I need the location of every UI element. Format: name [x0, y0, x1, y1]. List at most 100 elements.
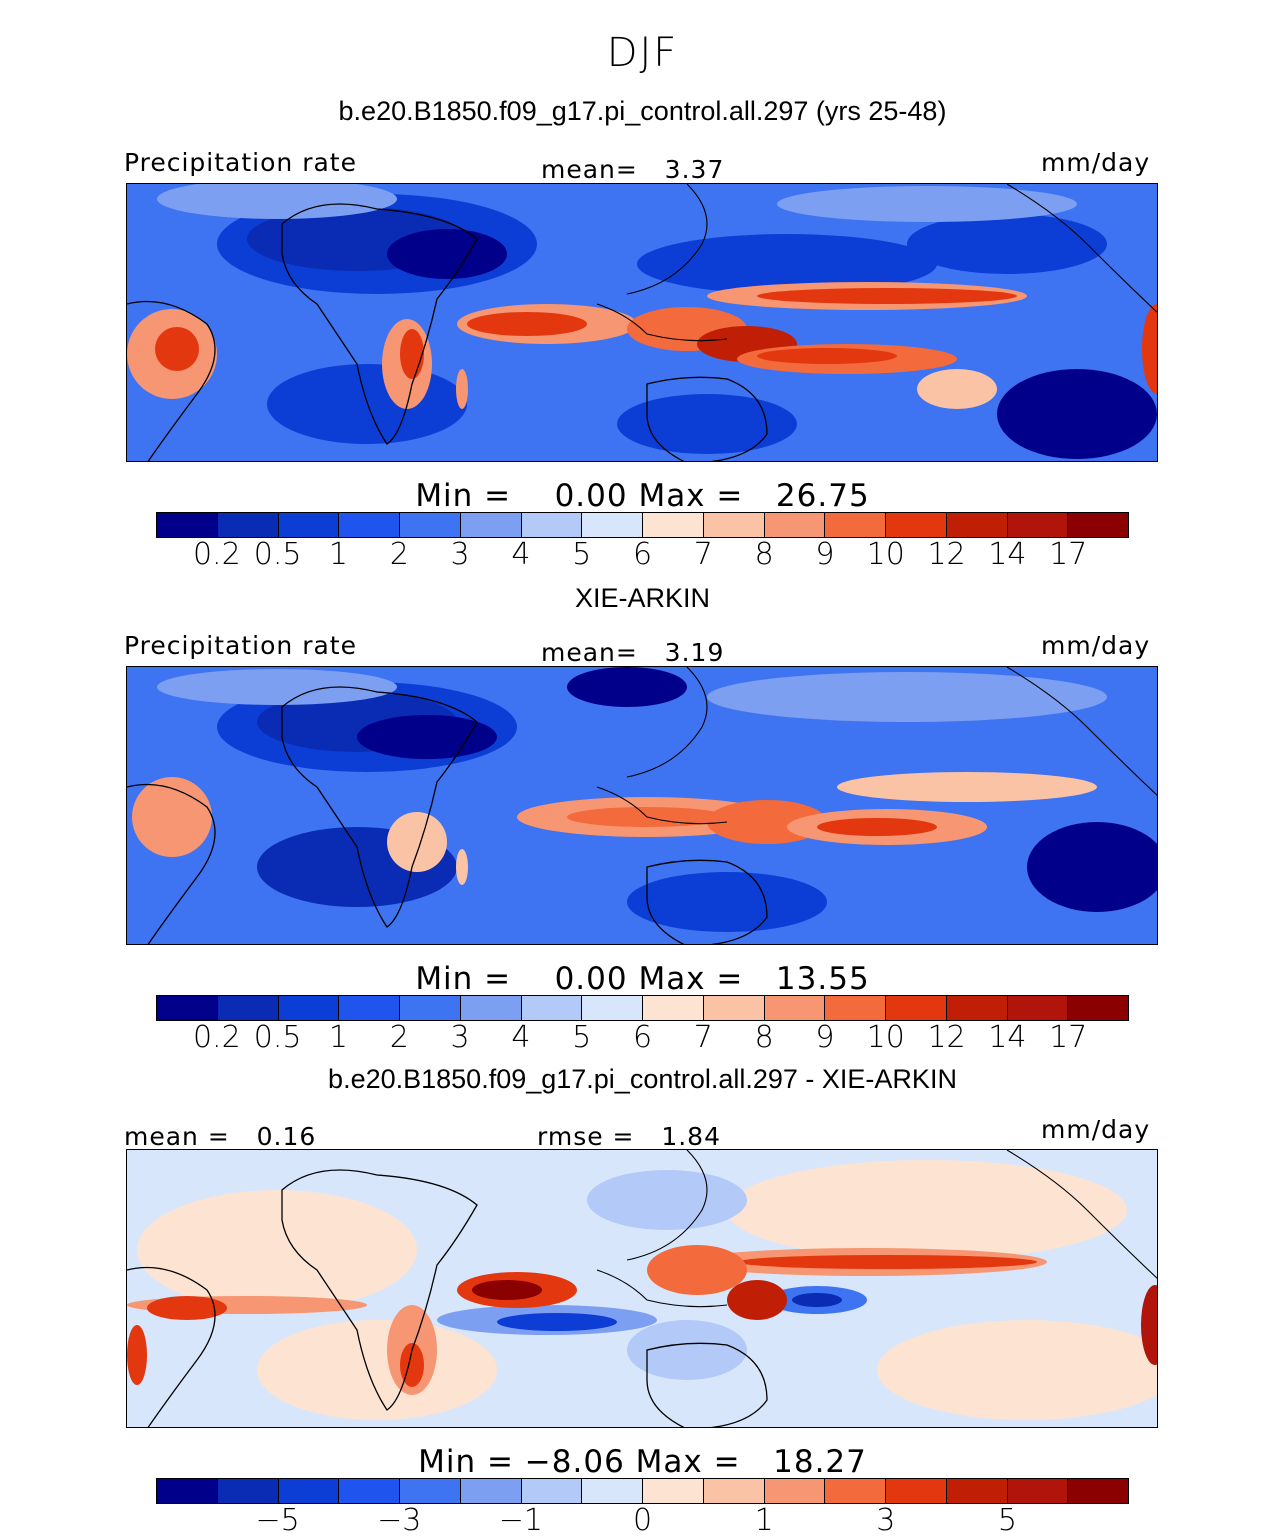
colorbar-cell	[217, 996, 279, 1020]
panel1-colorbar-ticks: 0.2 0.5 1 2 3 4 5 6 7 8 9 10 12 14 17	[156, 537, 1129, 573]
colorbar-cell	[703, 1479, 765, 1503]
colorbar-tick-label: 10	[866, 1020, 905, 1055]
panel3-min-max: Min = −8.06 Max = 18.27	[418, 1444, 867, 1480]
colorbar-tick-label: −1	[498, 1503, 543, 1538]
colorbar-tick-label: 4	[511, 537, 531, 572]
colorbar-cell	[339, 513, 400, 537]
colorbar-tick-label: −3	[377, 1503, 422, 1538]
panel2-min-max: Min = 0.00 Max = 13.55	[415, 961, 870, 997]
colorbar-cell	[946, 513, 1008, 537]
panel2-left-label: Precipitation rate	[124, 631, 357, 660]
panel2-colorbar-ticks: 0.2 0.5 1 2 3 4 5 6 7 8 9 10 12 14 17	[156, 1020, 1129, 1056]
panel3-rmse-label: rmse = 1.84	[537, 1122, 721, 1151]
colorbar-tick-label: 3	[450, 1020, 470, 1055]
panel2-colorbar	[156, 995, 1129, 1021]
colorbar-cell	[339, 996, 400, 1020]
colorbar-tick-label: 6	[632, 1020, 653, 1055]
colorbar-cell	[946, 996, 1008, 1020]
colorbar-cell	[1068, 1479, 1128, 1503]
colorbar-cell	[400, 1479, 461, 1503]
colorbar-cell	[886, 1479, 947, 1503]
colorbar-tick-label: 0.2	[192, 537, 241, 572]
colorbar-cell	[1068, 996, 1128, 1020]
panel1-title: b.e20.B1850.f09_g17.pi_control.all.297 (…	[338, 96, 947, 126]
colorbar-tick-label: 12	[927, 1020, 966, 1055]
colorbar-tick-label: 4	[511, 1020, 531, 1055]
colorbar-tick-label: 2	[389, 1020, 409, 1055]
colorbar-cell	[460, 996, 522, 1020]
colorbar-cell	[643, 1479, 704, 1503]
colorbar-tick-label: 1	[328, 537, 348, 572]
panel1-left-label: Precipitation rate	[124, 148, 357, 177]
colorbar-cell	[521, 996, 583, 1020]
panel3-mean-label: mean = 0.16	[124, 1122, 317, 1151]
colorbar-cell	[1007, 996, 1069, 1020]
colorbar-tick-label: 5	[997, 1503, 1017, 1538]
panel1-min-max: Min = 0.00 Max = 26.75	[415, 478, 870, 514]
colorbar-tick-label: 8	[754, 1020, 774, 1055]
colorbar-cell	[278, 513, 340, 537]
colorbar-cell	[764, 1479, 826, 1503]
colorbar-cell	[278, 1479, 340, 1503]
colorbar-tick-label: 3	[450, 537, 470, 572]
colorbar-tick-label: 7	[693, 537, 713, 572]
colorbar-tick-label: 1	[328, 1020, 348, 1055]
colorbar-tick-label: 14	[988, 537, 1027, 572]
colorbar-cell	[886, 996, 947, 1020]
colorbar-tick-label: 3	[876, 1503, 896, 1538]
colorbar-tick-label: 6	[632, 537, 653, 572]
panel2-map	[126, 666, 1158, 945]
colorbar-tick-label: 0.2	[192, 1020, 241, 1055]
colorbar-tick-label: 9	[815, 537, 835, 572]
panel2-units-label: mm/day	[1041, 631, 1151, 660]
colorbar-cell	[400, 513, 461, 537]
colorbar-cell	[643, 513, 704, 537]
colorbar-cell	[825, 513, 886, 537]
colorbar-cell	[339, 1479, 400, 1503]
colorbar-cell	[217, 513, 279, 537]
colorbar-cell	[278, 996, 340, 1020]
colorbar-cell	[157, 996, 218, 1020]
colorbar-cell	[886, 513, 947, 537]
colorbar-cell	[825, 996, 886, 1020]
colorbar-cell	[400, 996, 461, 1020]
colorbar-tick-label: 17	[1049, 1020, 1088, 1055]
panel1-units-label: mm/day	[1041, 148, 1151, 177]
panel3-units-label: mm/day	[1041, 1115, 1151, 1144]
colorbar-cell	[946, 1479, 1008, 1503]
colorbar-cell	[1068, 513, 1128, 537]
colorbar-cell	[460, 1479, 522, 1503]
colorbar-cell	[157, 513, 218, 537]
panel3-colorbar-ticks: −5 −3 −1 0 1 3 5	[156, 1503, 1129, 1539]
colorbar-tick-label: 8	[754, 537, 774, 572]
colorbar-cell	[157, 1479, 218, 1503]
colorbar-tick-label: 0.5	[253, 537, 302, 572]
colorbar-cell	[764, 996, 826, 1020]
colorbar-cell	[1007, 513, 1069, 537]
panel1-colorbar	[156, 512, 1129, 538]
colorbar-tick-label: 10	[866, 537, 905, 572]
colorbar-cell	[521, 1479, 583, 1503]
colorbar-cell	[521, 513, 583, 537]
panel3-map	[126, 1149, 1158, 1428]
colorbar-tick-label: 5	[572, 537, 592, 572]
panel2-title: XIE-ARKIN	[574, 583, 711, 613]
colorbar-tick-label: 5	[572, 1020, 592, 1055]
colorbar-cell	[582, 996, 643, 1020]
panel3-colorbar	[156, 1478, 1129, 1504]
panel1-mean-label: mean= 3.37	[541, 155, 725, 184]
colorbar-cell	[703, 513, 765, 537]
colorbar-tick-label: 0	[632, 1503, 653, 1538]
panel3-title: b.e20.B1850.f09_g17.pi_control.all.297 -…	[328, 1064, 957, 1094]
colorbar-tick-label: 1	[754, 1503, 774, 1538]
colorbar-cell	[582, 513, 643, 537]
colorbar-cell	[643, 996, 704, 1020]
colorbar-cell	[1007, 1479, 1069, 1503]
panel1-map	[126, 183, 1158, 462]
colorbar-tick-label: 12	[927, 537, 966, 572]
season-title: DJF	[606, 30, 679, 76]
colorbar-tick-label: 17	[1049, 537, 1088, 572]
panel2-mean-label: mean= 3.19	[541, 638, 725, 667]
colorbar-tick-label: 0.5	[253, 1020, 302, 1055]
colorbar-cell	[217, 1479, 279, 1503]
